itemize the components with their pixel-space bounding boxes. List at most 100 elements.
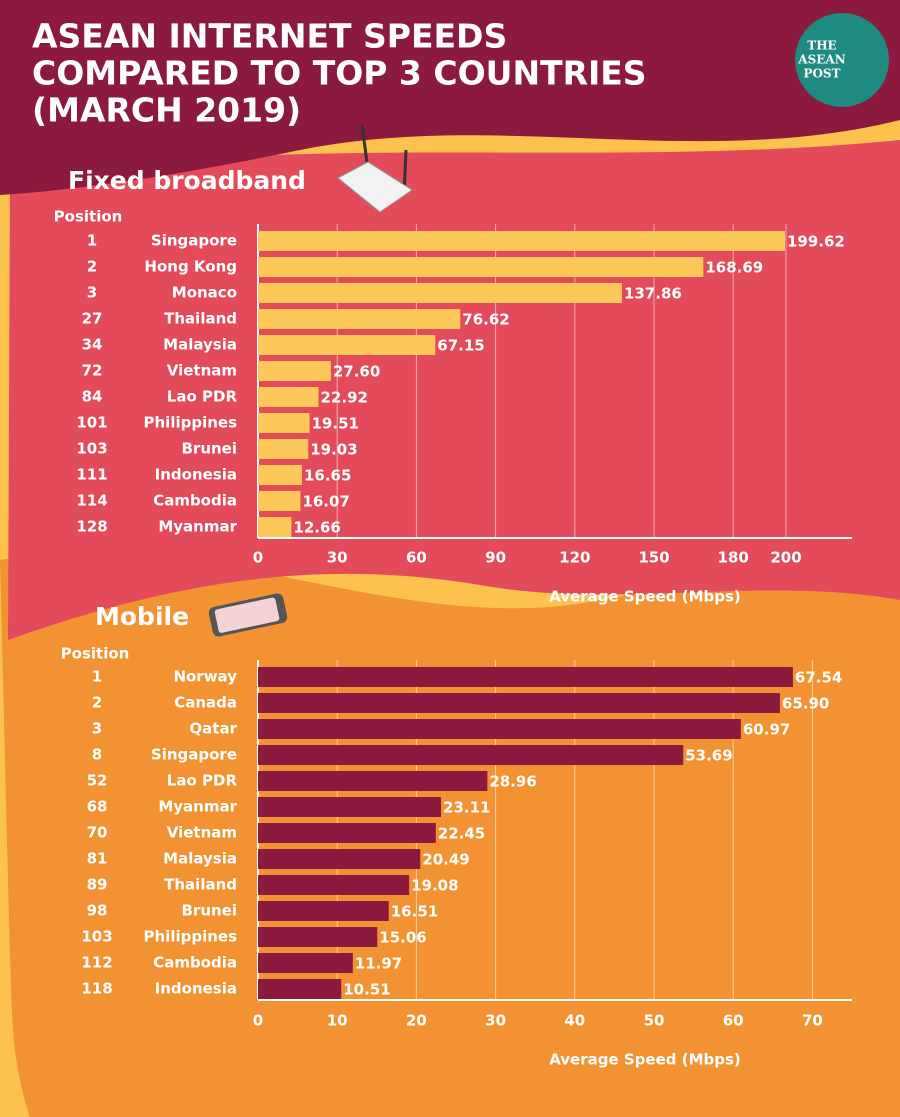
- category-label: Brunei: [181, 902, 237, 920]
- value-label: 60.97: [743, 721, 790, 739]
- bar: [258, 231, 785, 251]
- x-tick-label: 70: [802, 1012, 823, 1030]
- bar: [258, 257, 704, 277]
- x-tick-label: 120: [559, 549, 590, 567]
- position: 111: [76, 466, 107, 484]
- value-label: 137.86: [624, 285, 682, 303]
- value-label: 199.62: [787, 233, 845, 251]
- value-label: 65.90: [782, 695, 829, 713]
- category-label: Indonesia: [155, 980, 237, 998]
- category-label: Philippines: [144, 414, 238, 432]
- category-label: Brunei: [181, 440, 237, 458]
- bar: [258, 927, 378, 947]
- logo-text: POST: [803, 67, 840, 81]
- category-label: Malaysia: [163, 850, 237, 868]
- position: 103: [76, 440, 107, 458]
- position: 114: [76, 492, 107, 510]
- category-label: Vietnam: [167, 824, 237, 842]
- value-label: 67.54: [795, 669, 842, 687]
- value-label: 11.97: [355, 955, 402, 973]
- x-tick-label: 200: [770, 549, 801, 567]
- category-label: Lao PDR: [167, 388, 238, 406]
- bar: [258, 335, 436, 355]
- category-label: Myanmar: [158, 798, 237, 816]
- category-label: Singapore: [151, 746, 237, 764]
- position: 2: [92, 694, 102, 712]
- title-line: ASEAN INTERNET SPEEDS: [32, 17, 507, 56]
- value-label: 16.65: [304, 467, 351, 485]
- x-tick-label: 30: [485, 1012, 506, 1030]
- position: 70: [87, 824, 108, 842]
- category-label: Myanmar: [158, 518, 237, 536]
- position: 52: [87, 772, 108, 790]
- bar: [258, 309, 461, 329]
- bar: [258, 901, 389, 921]
- bar: [258, 491, 301, 511]
- section-title: Mobile: [95, 602, 189, 631]
- phone-icon: [208, 593, 288, 637]
- value-label: 12.66: [293, 519, 340, 537]
- bar: [258, 387, 319, 407]
- value-label: 22.45: [438, 825, 485, 843]
- position: 3: [92, 720, 102, 738]
- value-label: 27.60: [333, 363, 380, 381]
- bar: [258, 439, 309, 459]
- bar: [258, 719, 741, 739]
- category-label: Cambodia: [153, 492, 237, 510]
- bar: [258, 517, 292, 537]
- category-label: Thailand: [164, 310, 237, 328]
- x-tick-label: 30: [327, 549, 348, 567]
- position: 68: [87, 798, 108, 816]
- category-label: Thailand: [164, 876, 237, 894]
- value-label: 19.08: [411, 877, 458, 895]
- x-tick-label: 90: [485, 549, 506, 567]
- bar: [258, 849, 421, 869]
- bar: [258, 413, 310, 433]
- category-label: Malaysia: [163, 336, 237, 354]
- x-tick-label: 0: [253, 1012, 263, 1030]
- bar: [258, 465, 302, 485]
- bar: [258, 361, 331, 381]
- value-label: 15.06: [379, 929, 426, 947]
- value-label: 23.11: [443, 799, 490, 817]
- position: 128: [76, 518, 107, 536]
- position: 2: [87, 258, 97, 276]
- category-label: Hong Kong: [144, 258, 237, 276]
- category-label: Norway: [173, 668, 237, 686]
- position: 27: [82, 310, 103, 328]
- category-label: Cambodia: [153, 954, 237, 972]
- position: 3: [87, 284, 97, 302]
- position: 81: [87, 850, 108, 868]
- fixed-panel: [8, 140, 900, 640]
- bar: [258, 283, 622, 303]
- x-tick-label: 20: [406, 1012, 427, 1030]
- position-header: Position: [54, 208, 123, 226]
- title-line: (MARCH 2019): [32, 91, 301, 130]
- bar: [258, 771, 488, 791]
- logo-text: THE: [807, 39, 836, 53]
- value-label: 168.69: [705, 259, 763, 277]
- position: 98: [87, 902, 108, 920]
- category-label: Canada: [174, 694, 237, 712]
- title-line: COMPARED TO TOP 3 COUNTRIES: [32, 54, 647, 93]
- position: 103: [81, 928, 112, 946]
- bar: [258, 693, 780, 713]
- bar: [258, 797, 442, 817]
- position: 112: [81, 954, 112, 972]
- value-label: 19.03: [310, 441, 357, 459]
- position: 72: [82, 362, 103, 380]
- bar: [258, 953, 353, 973]
- value-label: 20.49: [422, 851, 469, 869]
- value-label: 16.07: [302, 493, 349, 511]
- header-panel: [0, 0, 900, 195]
- x-tick-label: 60: [406, 549, 427, 567]
- category-label: Monaco: [172, 284, 237, 302]
- x-axis-label: Average Speed (Mbps): [549, 588, 741, 606]
- x-axis-label: Average Speed (Mbps): [549, 1051, 741, 1069]
- value-label: 76.62: [462, 311, 509, 329]
- position: 1: [92, 668, 102, 686]
- value-label: 22.92: [321, 389, 368, 407]
